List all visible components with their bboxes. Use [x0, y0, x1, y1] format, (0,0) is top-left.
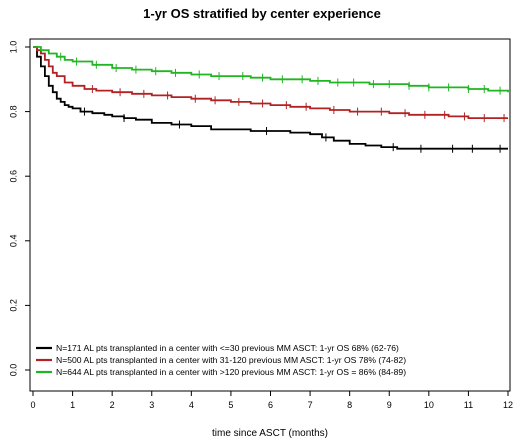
- legend-label: N=644 AL pts transplanted in a center wi…: [56, 367, 406, 377]
- legend: N=171 AL pts transplanted in a center wi…: [32, 338, 502, 380]
- series-line-2: [33, 46, 508, 119]
- y-tick-label: 1.0: [8, 41, 18, 54]
- x-tick-label: 9: [387, 400, 392, 410]
- series-line-3: [33, 46, 509, 93]
- y-tick-label: 0.6: [8, 170, 18, 183]
- x-tick-label: 6: [268, 400, 273, 410]
- series-layer: [33, 46, 509, 153]
- y-tick-label: 0.4: [8, 235, 18, 248]
- x-axis-label: time since ASCT (months): [212, 428, 328, 439]
- series-1: [33, 46, 508, 153]
- y-tick-label: 0.0: [8, 364, 18, 377]
- legend-label: N=171 AL pts transplanted in a center wi…: [56, 343, 399, 353]
- series-line-1: [33, 46, 508, 150]
- x-tick-label: 4: [189, 400, 194, 410]
- x-tick-label: 11: [464, 400, 473, 410]
- x-tick-label: 12: [503, 400, 513, 410]
- x-tick-label: 8: [347, 400, 352, 410]
- x-tick-label: 5: [228, 400, 233, 410]
- chart-title: 1-yr OS stratified by center experience: [143, 6, 381, 21]
- x-tick-label: 2: [110, 400, 115, 410]
- legend-box: [32, 338, 502, 380]
- x-axis: 0 1 2 3 4 5 6 7 8 9 10 11 12: [30, 391, 513, 410]
- series-3: [33, 46, 509, 95]
- legend-label: N=500 AL pts transplanted in a center wi…: [56, 355, 406, 365]
- x-tick-label: 1: [70, 400, 75, 410]
- y-axis: 0.0 0.2 0.4 0.6 0.8 1.0: [8, 41, 30, 377]
- x-tick-label: 7: [308, 400, 313, 410]
- y-tick-label: 0.2: [8, 299, 18, 312]
- y-tick-label: 0.8: [8, 105, 18, 118]
- x-tick-label: 3: [149, 400, 154, 410]
- series-2: [33, 46, 508, 123]
- x-tick-label: 10: [424, 400, 434, 410]
- x-tick-label: 0: [30, 400, 35, 410]
